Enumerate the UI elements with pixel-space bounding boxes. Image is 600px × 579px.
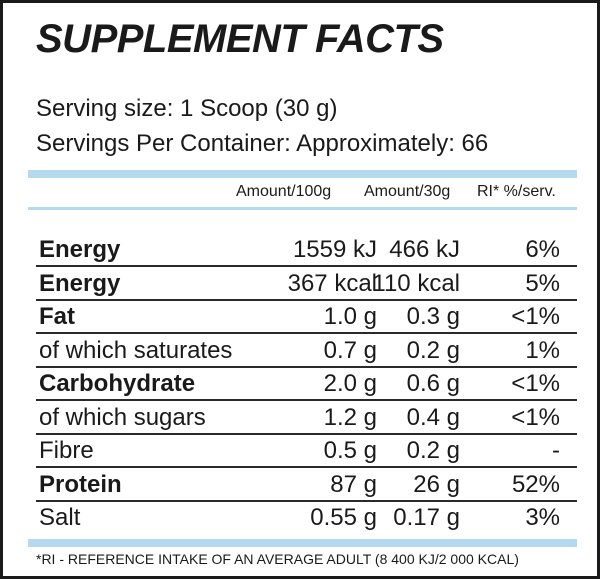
amount-per-30g: 0.17 g xyxy=(393,504,460,531)
table-row: Protein 87 g 26 g 52% xyxy=(36,468,577,501)
amount-per-30g: 466 kJ xyxy=(389,236,460,263)
table-row: Carbohydrate 2.0 g 0.6 g <1% xyxy=(36,367,577,400)
amount-per-100g: 87 g xyxy=(330,470,377,498)
row-divider xyxy=(36,298,577,301)
row-divider xyxy=(36,265,577,267)
amount-per-100g: 0.7 g xyxy=(323,336,377,364)
ri-percent: - xyxy=(552,437,560,464)
nutrient-name: of which saturates xyxy=(39,336,233,364)
amount-per-100g: 2.0 g xyxy=(323,370,377,397)
amount-per-30g: 26 g xyxy=(413,470,460,498)
amount-per-100g: 0.55 g xyxy=(310,504,377,531)
amount-per-30g: 110 kcal xyxy=(372,269,460,297)
nutrient-name: of which sugars xyxy=(39,403,206,431)
amount-per-100g: 1.2 g xyxy=(323,403,377,431)
column-header-amount-30g: Amount/30g xyxy=(364,183,451,200)
ri-percent: <1% xyxy=(511,403,560,431)
nutrient-name: Carbohydrate xyxy=(39,370,196,397)
nutrient-name: Energy xyxy=(39,236,121,263)
table-row: Fat 1.0 g 0.3 g <1% xyxy=(36,300,577,333)
row-divider xyxy=(36,332,577,334)
amount-per-100g: 367 kcal xyxy=(287,269,377,297)
amount-per-30g: 0.2 g xyxy=(406,336,460,364)
ri-percent: 52% xyxy=(511,470,560,498)
table-row: Energy 367 kcal 110 kcal 5% xyxy=(36,267,577,300)
column-header-amount-100g: Amount/100g xyxy=(236,183,332,200)
page-title: SUPPLEMENT FACTS xyxy=(36,17,444,61)
accent-divider-bottom xyxy=(28,539,577,547)
nutrient-name: Protein xyxy=(39,470,122,498)
ri-percent: 6% xyxy=(525,236,560,263)
row-divider xyxy=(36,499,577,502)
ri-percent: <1% xyxy=(511,303,560,330)
footnote: *RI - REFERENCE INTAKE OF AN AVERAGE ADU… xyxy=(36,551,519,567)
ri-percent: <1% xyxy=(511,370,560,397)
servings-per-container: Servings Per Container: Approximately: 6… xyxy=(36,130,489,157)
column-header-ri: RI* %/serv. xyxy=(477,183,556,200)
ri-percent: 5% xyxy=(525,269,560,297)
nutrient-name: Salt xyxy=(39,504,81,531)
table-row: of which saturates 0.7 g 0.2 g 1% xyxy=(36,334,577,367)
accent-divider-top xyxy=(28,170,577,178)
table-row: of which sugars 1.2 g 0.4 g <1% xyxy=(36,401,577,434)
amount-per-30g: 0.2 g xyxy=(406,437,460,464)
row-divider xyxy=(36,466,577,468)
table-row: Energy 1559 kJ 466 kJ 6% xyxy=(36,233,577,266)
nutrient-name: Fat xyxy=(39,303,75,330)
row-divider xyxy=(36,432,577,435)
table-row: Salt 0.55 g 0.17 g 3% xyxy=(36,501,577,534)
nutrient-name: Energy xyxy=(39,269,121,297)
nutrient-name: Fibre xyxy=(39,437,94,464)
ri-percent: 1% xyxy=(525,336,560,364)
amount-per-30g: 0.6 g xyxy=(406,370,460,397)
amount-per-100g: 1.0 g xyxy=(323,303,377,330)
amount-per-100g: 0.5 g xyxy=(323,437,377,464)
ri-percent: 3% xyxy=(525,504,560,531)
accent-divider-header xyxy=(28,207,577,210)
amount-per-100g: 1559 kJ xyxy=(292,236,377,263)
serving-size: Serving size: 1 Scoop (30 g) xyxy=(36,95,338,122)
amount-per-30g: 0.4 g xyxy=(406,403,460,431)
row-divider xyxy=(36,399,577,401)
table-row: Fibre 0.5 g 0.2 g - xyxy=(36,434,577,467)
row-divider xyxy=(36,365,577,368)
amount-per-30g: 0.3 g xyxy=(406,303,460,330)
